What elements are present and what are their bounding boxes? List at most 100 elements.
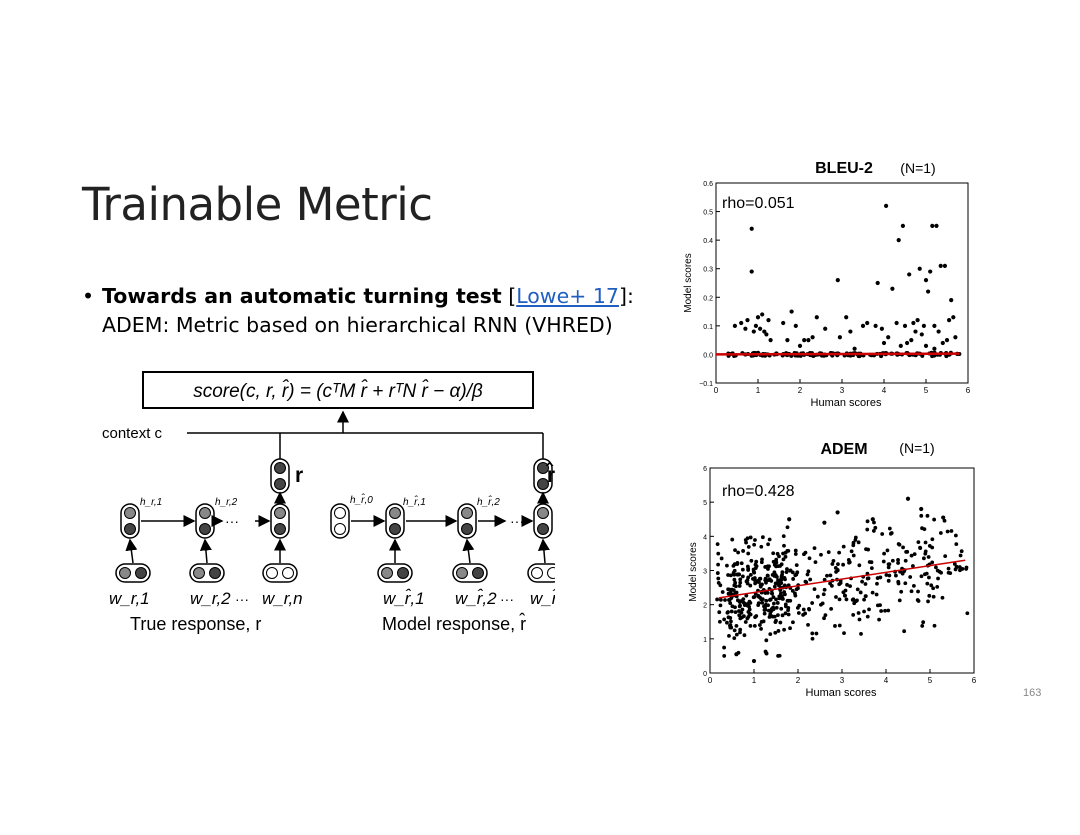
data-point xyxy=(742,614,746,619)
data-point xyxy=(757,579,761,584)
y-tick-label: 0 xyxy=(703,671,707,678)
formula-text: score(c, r, r̂) = (cᵀM r̂ + rᵀN r̂ − α)/… xyxy=(193,379,483,402)
data-point xyxy=(716,551,721,556)
data-point xyxy=(905,496,911,501)
true-word-cell-unit xyxy=(266,567,278,579)
data-point xyxy=(781,557,786,562)
data-point xyxy=(774,605,779,610)
data-point xyxy=(769,607,774,611)
true-hidden-cell-unit xyxy=(199,523,211,535)
data-point xyxy=(790,588,795,593)
data-point xyxy=(928,269,933,274)
data-point xyxy=(920,526,924,531)
data-point xyxy=(797,343,803,348)
data-point xyxy=(911,583,916,588)
data-point xyxy=(936,576,940,581)
data-point xyxy=(875,603,880,608)
data-point xyxy=(857,617,862,622)
citation-link[interactable]: Lowe+ 17 xyxy=(516,284,619,308)
data-point xyxy=(745,581,750,586)
data-point xyxy=(834,595,838,599)
data-point xyxy=(727,633,731,638)
data-point xyxy=(899,589,904,594)
data-point xyxy=(926,555,931,559)
word-model-2: w_r̂,2 xyxy=(455,588,497,608)
data-point xyxy=(718,597,723,602)
model-word-cell-unit xyxy=(397,567,409,579)
data-point xyxy=(788,626,792,631)
data-point xyxy=(725,620,729,625)
data-point xyxy=(728,590,733,595)
data-point xyxy=(835,278,840,283)
hidden-true-1: h_r,1 xyxy=(140,497,162,508)
data-point xyxy=(842,593,847,598)
data-point xyxy=(729,609,734,614)
data-point xyxy=(739,320,744,326)
data-point xyxy=(751,329,756,334)
data-point xyxy=(795,570,800,575)
data-point xyxy=(852,346,857,351)
data-point xyxy=(835,510,840,515)
x-tick-label: 4 xyxy=(882,386,887,395)
data-point xyxy=(796,611,801,615)
data-point xyxy=(921,323,926,328)
data-point xyxy=(715,542,720,547)
data-point xyxy=(919,574,924,579)
data-point xyxy=(860,579,864,584)
data-point xyxy=(877,617,881,622)
data-point xyxy=(765,573,770,578)
ellipsis-hidden-true: ··· xyxy=(225,513,239,529)
model-hidden-cell-unit xyxy=(334,523,346,535)
data-point xyxy=(768,338,773,343)
word-true-n: w_r,n xyxy=(262,589,303,608)
data-point xyxy=(760,582,764,587)
model-hidden-cell-unit xyxy=(389,523,401,535)
data-point xyxy=(771,595,776,600)
data-point xyxy=(740,607,745,612)
data-point xyxy=(762,611,767,616)
model-word-cell-unit xyxy=(472,567,484,579)
data-point xyxy=(863,582,868,586)
data-point xyxy=(916,540,921,544)
fit-line xyxy=(718,559,966,599)
data-point xyxy=(940,595,945,600)
data-point xyxy=(896,561,900,565)
data-point xyxy=(754,559,759,564)
data-point xyxy=(898,343,903,348)
data-point xyxy=(733,605,737,610)
data-point xyxy=(849,549,854,554)
data-point xyxy=(751,658,757,664)
data-point xyxy=(743,326,748,331)
data-point xyxy=(936,329,941,334)
data-point xyxy=(836,562,840,567)
data-point xyxy=(884,573,889,577)
cells-group xyxy=(115,458,555,583)
data-point xyxy=(873,323,878,328)
x-tick-label: 6 xyxy=(966,386,971,395)
data-point xyxy=(780,572,784,577)
data-point xyxy=(905,340,910,346)
data-point xyxy=(741,549,745,553)
true-hidden-cell-unit xyxy=(274,507,286,519)
data-point xyxy=(770,573,775,577)
true-response-label: True response, r xyxy=(130,614,261,634)
data-point xyxy=(894,320,899,326)
model-response-label: Model response, r̂ xyxy=(382,613,526,634)
model-hidden-cell-unit xyxy=(389,507,401,519)
data-point xyxy=(841,544,846,549)
data-point xyxy=(782,543,786,548)
data-point xyxy=(856,611,861,615)
data-point xyxy=(746,545,751,549)
data-point xyxy=(745,564,750,569)
data-point xyxy=(814,315,819,320)
data-point xyxy=(788,598,793,603)
data-point xyxy=(948,571,953,576)
word-model-n: w_r̂,n xyxy=(530,588,555,608)
data-point xyxy=(732,577,737,582)
y-tick-label: 5 xyxy=(703,500,707,507)
data-point xyxy=(911,564,915,568)
true-hidden-cell-unit xyxy=(274,523,286,535)
data-point xyxy=(748,624,753,628)
data-point xyxy=(927,593,932,598)
data-point xyxy=(903,558,908,563)
